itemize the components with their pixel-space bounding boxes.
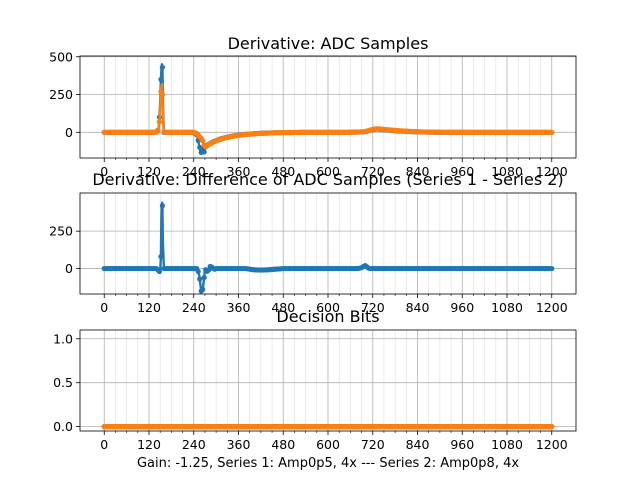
panel-decision-bits: Decision Bits 0 120 240 360 480 600 720 840 960 1… — [53, 307, 577, 452]
panel-1-y-tick-label-1: 250 — [49, 224, 73, 239]
panel-1-series-0-point-300 — [549, 265, 555, 272]
panel-2-series-1-markers — [101, 424, 555, 430]
panel-1-x-tick-label-5: 600 — [316, 300, 340, 315]
panel-0-x-tick-label-4: 480 — [271, 164, 295, 179]
panel-1-title: Derivative: Difference of ADC Samples (S… — [92, 170, 563, 189]
panel-1-series-0-point-63 — [195, 268, 201, 275]
panel-2-x-tick-label-9: 1080 — [491, 437, 523, 452]
panel-1-series-0-point-66 — [200, 286, 206, 293]
panel-1-series-0-point-39 — [159, 203, 166, 209]
panel-2-x-tick-label-5: 600 — [316, 437, 340, 452]
panel-0-x-tick-label-5: 600 — [316, 164, 340, 179]
panel-0-series-1-point-66 — [200, 138, 206, 144]
panel-2-x-tick-label-7: 840 — [406, 437, 430, 452]
panel-2-x-tick-label-10: 1200 — [536, 437, 568, 452]
panel-0-series-1-point-36 — [155, 128, 161, 134]
panel-2-x-tick-label-1: 120 — [137, 437, 161, 452]
panel-0-series-0-point-67 — [201, 149, 207, 155]
panel-1-x-tick-label-4: 480 — [271, 300, 295, 315]
panel-1-x-tick-label-0: 0 — [100, 300, 108, 315]
panel-1-series-0-point-67 — [201, 274, 207, 281]
panel-2-y-tick-label-0: 0.0 — [53, 419, 73, 434]
panel-0-x-tick-label-8: 960 — [450, 164, 474, 179]
panel-1-x-tick-label-10: 1200 — [536, 300, 568, 315]
panel-1-series-0-point-38 — [158, 253, 164, 260]
figure-footer-label: Gain: -1.25, Series 1: Amp0p5, 4x --- Se… — [137, 456, 519, 471]
panel-0-y-tick-label-0: 0 — [65, 125, 73, 140]
panel-1-series-0-point-37 — [156, 268, 163, 275]
panel-0-x-tick-label-0: 0 — [100, 164, 108, 179]
panel-2-x-tick-label-0: 0 — [100, 437, 108, 452]
panel-1-y-tick-label-0: 0 — [65, 261, 73, 276]
panel-difference: Derivative: Difference of ADC Samples (S… — [49, 170, 577, 315]
panel-2-y-tick-label-2: 1.0 — [53, 331, 73, 346]
panel-0-y-tick-label-2: 500 — [49, 49, 73, 64]
panel-2-x-tick-label-4: 480 — [271, 437, 295, 452]
panel-0-x-tick-label-1: 120 — [137, 164, 161, 179]
panel-1-x-tick-label-6: 720 — [361, 300, 385, 315]
panel-0-series-0-point-39 — [159, 64, 166, 70]
panel-2-x-tick-label-3: 360 — [227, 437, 251, 452]
panel-2-series-1-point-300 — [549, 424, 555, 430]
panel-adc-samples: Derivative: ADC Samples 0 120 240 360 480 600… — [49, 34, 577, 179]
panel-0-x-tick-label-6: 720 — [361, 164, 385, 179]
panel-0-x-tick-label-2: 240 — [182, 164, 206, 179]
panel-2-x-tick-label-6: 720 — [361, 437, 385, 452]
panel-0-series-1-markers — [101, 88, 555, 150]
panel-1-x-tick-label-2: 240 — [182, 300, 206, 315]
panel-0-x-tick-label-3: 360 — [227, 164, 251, 179]
panel-2-title: Decision Bits — [276, 307, 379, 326]
panel-1-x-tick-label-8: 960 — [450, 300, 474, 315]
panel-2-y-tick-label-1: 0.5 — [53, 375, 73, 390]
panel-1-series-0-point-64 — [197, 276, 203, 282]
panel-0-x-tick-label-9: 1080 — [491, 164, 523, 179]
panel-0-series-1-point-39 — [159, 91, 166, 98]
panel-0-title: Derivative: ADC Samples — [228, 34, 429, 53]
panel-1-x-tick-label-3: 360 — [227, 300, 251, 315]
panel-0-series-1-point-300 — [549, 129, 555, 135]
panel-0-x-tick-label-10: 1200 — [536, 164, 568, 179]
panel-0-x-tick-label-7: 840 — [406, 164, 430, 179]
panel-1-x-tick-label-9: 1080 — [491, 300, 523, 315]
panel-0-series-1-point-37 — [156, 119, 163, 125]
panel-0-series-0-point-38 — [158, 76, 164, 83]
panel-1-x-tick-label-7: 840 — [406, 300, 430, 315]
panel-0-y-tick-label-1: 250 — [49, 87, 73, 102]
panel-1-series-0-markers — [101, 203, 555, 294]
panel-2-x-tick-label-2: 240 — [182, 437, 206, 452]
panel-1-x-tick-label-1: 120 — [137, 300, 161, 315]
panel-2-x-tick-label-8: 960 — [450, 437, 474, 452]
